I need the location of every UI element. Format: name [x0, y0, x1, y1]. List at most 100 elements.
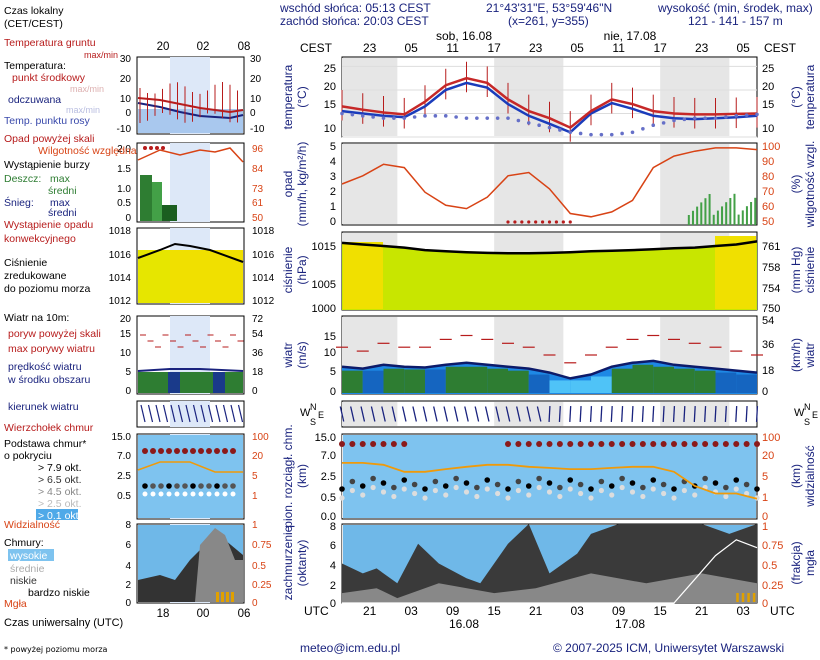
main-cloudcover-tick: 4 [330, 560, 336, 572]
legend-gust-max: max porywy wiatru [8, 343, 95, 355]
main-wind-tick-right: 0 [762, 386, 768, 398]
legend-wind-tick: 20 [120, 314, 132, 325]
cloud-base-dot [650, 477, 657, 483]
legend-humidity-tick: 84 [252, 164, 264, 175]
cloud-base-dot-low [609, 492, 615, 498]
cloud-base-dot-low [526, 492, 532, 498]
cloud-base-dot [525, 483, 532, 489]
cloud-base-dot [723, 484, 729, 491]
legend-cloudbase-fill [138, 435, 243, 518]
wind-speed-segment [425, 369, 446, 393]
wind-dir-arrow [621, 405, 624, 423]
legend-utc-tick: 06 [238, 608, 251, 620]
dew-point-dot [672, 118, 676, 123]
legend-cloudbase-dot [182, 483, 188, 489]
cloud-base-dot-low [505, 495, 511, 501]
legend-humidity: Wilgotność względna [38, 145, 137, 157]
main-precip-tick: 1 [330, 201, 336, 213]
legend-fog-tick: 0.75 [252, 540, 272, 551]
storm-dot [554, 220, 559, 224]
dew-point-dot [682, 117, 687, 122]
legend-time-label: Czas lokalny [4, 5, 64, 17]
cloud-base-dot-low [578, 490, 584, 497]
legend-wind-fill [138, 372, 243, 393]
legend-humidity-tick: 50 [252, 213, 264, 224]
cloud-base-dot [588, 486, 594, 492]
main-label-fog-unit: (frakcja) [789, 541, 803, 584]
main-bottom-date-2: 17.08 [615, 617, 645, 631]
legend-pressure-line [137, 242, 244, 263]
wind-speed-segment [383, 368, 405, 393]
legend-cloudbase-dot [174, 491, 180, 497]
cloud-base-dot-low [370, 484, 376, 491]
main-top-tick: 23 [363, 41, 377, 55]
cloud-top-dot [525, 441, 532, 447]
legend-cloudtop-dot [158, 448, 164, 454]
rain-bar [721, 206, 724, 225]
legend-clouds-title: Chmury: [4, 537, 44, 549]
wind-dir-arrow [505, 406, 511, 422]
cloud-base-dot [411, 481, 418, 488]
main-cloudbase-tick: 15.0 [315, 432, 336, 444]
rain-bar [750, 202, 753, 225]
main-wind-tick: 0 [330, 386, 336, 398]
cloud-top-dot [660, 441, 667, 447]
legend-cloudtop-dot [206, 448, 212, 454]
main-visibility-tick: 0 [762, 511, 768, 523]
legend-pressure-tick-right: 1018 [252, 226, 275, 237]
dew-point-dot [537, 123, 541, 128]
main-bottom-tick: 03 [404, 604, 418, 618]
rain-bar [737, 214, 740, 225]
cloud-base-dot-low [733, 486, 739, 492]
wind-dir-arrow [370, 406, 376, 422]
compass-s-right: S [804, 417, 810, 427]
cloud-base-dot-low [629, 489, 636, 495]
wind-dir-arrow [589, 405, 593, 423]
cloud-top-dot [754, 441, 760, 447]
dew-point-dot [609, 132, 614, 137]
cloud-base-dot [702, 475, 708, 482]
cloud-top-dot [349, 441, 356, 447]
main-temp-tick-right: 25 [762, 63, 774, 75]
legend-utc-tick: 00 [197, 608, 210, 620]
legend-temp-title: Temperatura: [4, 60, 66, 72]
contact-email[interactable]: meteo@icm.edu.pl [300, 641, 401, 655]
fog-bar [752, 593, 756, 602]
compass-e-right: E [812, 410, 818, 420]
legend-okt-25: > 2.5 okt. [38, 498, 82, 510]
compass-n-right: N [804, 402, 811, 412]
main-label-cloudbase-unit: (km) [295, 464, 309, 488]
main-fog-tick: 1 [762, 521, 768, 533]
dew-point-dot [443, 114, 448, 118]
main-bottom-tick: 15 [653, 604, 667, 618]
cloud-base-dot-low [650, 486, 656, 492]
cloud-top-dot [743, 441, 750, 447]
wind-dir-arrow [610, 405, 613, 423]
legend-clouds-low: niskie [10, 575, 37, 587]
compass-e: E [318, 410, 324, 420]
cloud-base-dot [391, 484, 397, 491]
legend-cloudbase-dot [158, 491, 164, 497]
cloud-base-dot-low [546, 489, 553, 495]
legend-temp-tick: 0 [125, 108, 131, 119]
legend-temp-tick: -10 [117, 124, 132, 135]
wind-dir-arrow [579, 405, 582, 423]
cloud-base-dot-low [339, 495, 345, 501]
wind-dir-arrow [360, 406, 366, 422]
legend-wind-dir-arrow [230, 404, 236, 423]
cloud-base-dot [401, 477, 408, 483]
legend-time-label-2: (CET/CEST) [4, 18, 63, 30]
legend-visibility: Widzialność [4, 519, 60, 531]
legend-cloudbase-title-2: o pokryciu [4, 450, 52, 462]
legend-wind-dir-arrow [192, 404, 199, 423]
main-top-tick: 23 [529, 41, 543, 55]
dew-point-dot [568, 130, 573, 135]
legend-okt-45: > 4.5 okt. [38, 486, 82, 498]
wind-speed-segment [549, 380, 571, 393]
main-visibility-tick: 100 [762, 432, 780, 444]
cloud-base-dot [422, 486, 428, 492]
cloud-base-dot [484, 477, 491, 483]
legend-cloudcover-tick: 2 [125, 580, 131, 591]
main-cloudbase-tick: 7.0 [321, 450, 336, 462]
main-fog-tick: 0 [762, 598, 768, 610]
